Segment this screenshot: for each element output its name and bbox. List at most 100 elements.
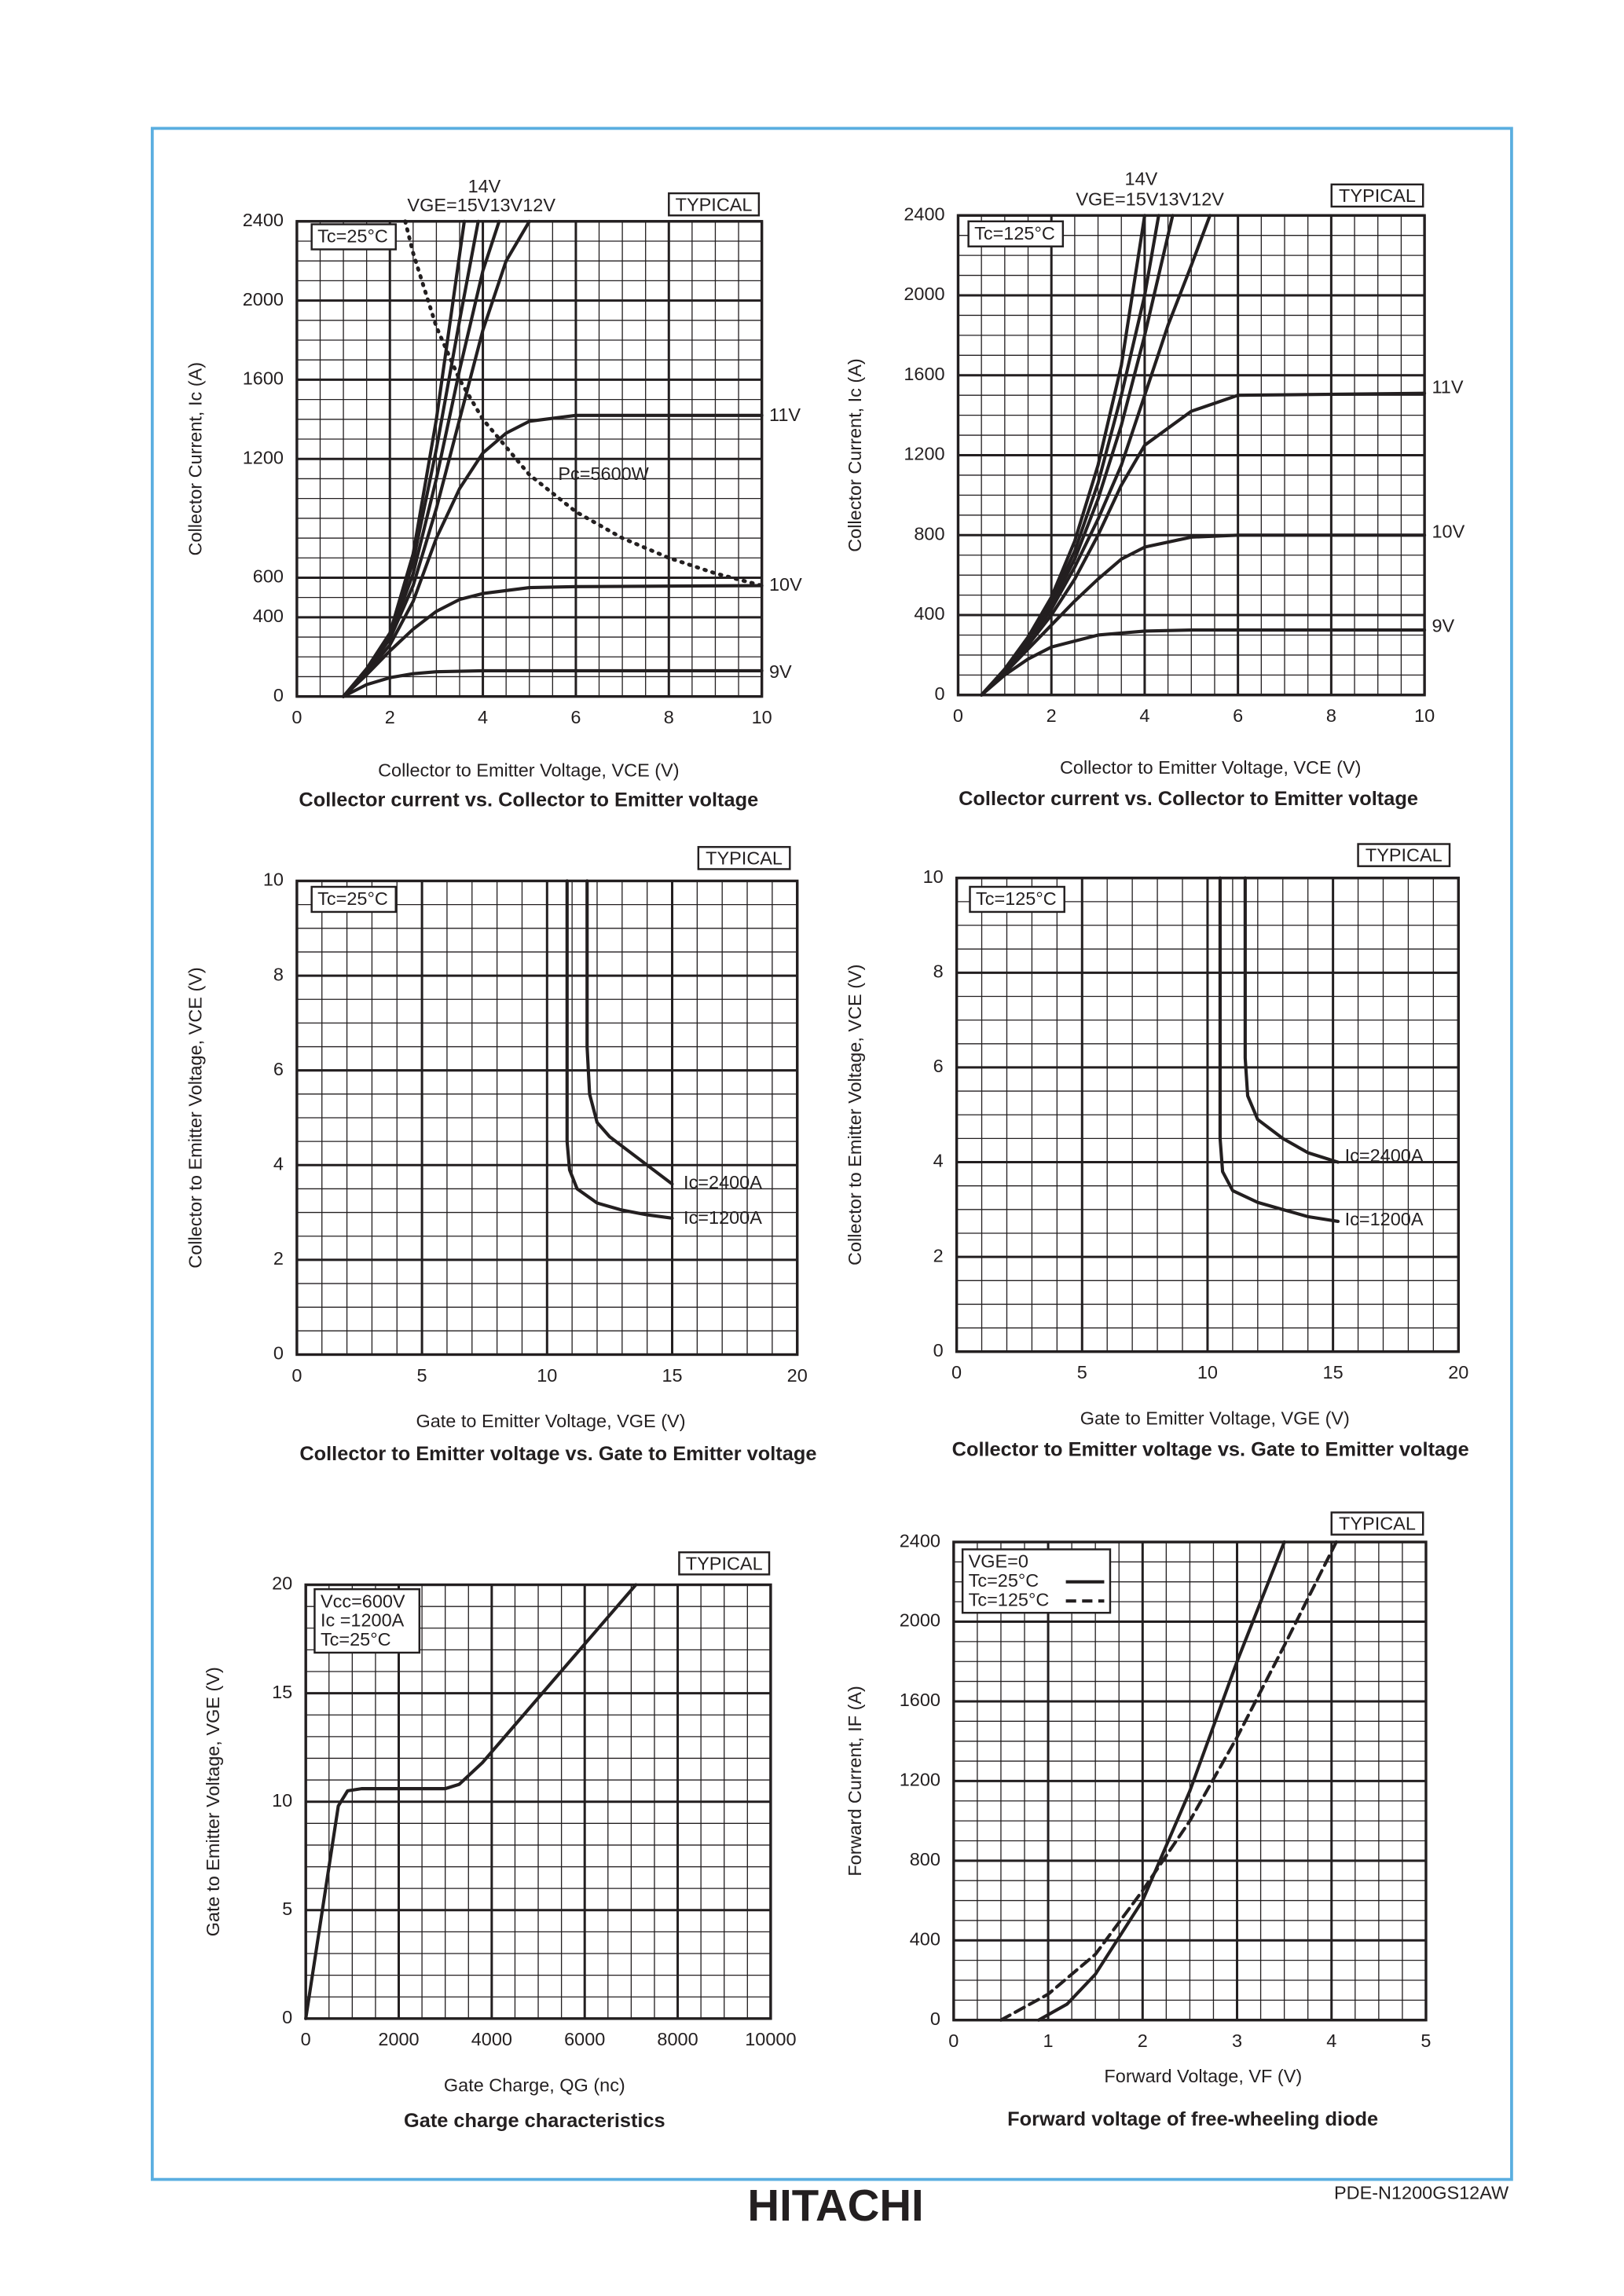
x-tick-label: 10000 (745, 2029, 796, 2049)
curve-label: Ic=2400A (1345, 1145, 1424, 1166)
curve (341, 584, 764, 698)
curve (1243, 876, 1340, 1164)
x-tick-label: 0 (301, 2029, 311, 2049)
condition: Vcc=600V (321, 1591, 405, 1611)
y-tick-label: 1600 (904, 364, 944, 384)
condition: Tc=25°C (317, 888, 388, 909)
badge-box (1357, 843, 1451, 867)
x-tick-label: 4 (1139, 705, 1149, 726)
y-tick-label: 4 (273, 1153, 284, 1174)
y-axis-label: Collector Current, Ic (A) (845, 358, 865, 551)
y-tick-label: 8 (933, 961, 944, 982)
y-tick-label: 10 (263, 870, 284, 890)
y-tick-label: 400 (253, 606, 284, 626)
x-axis-label: Gate to Emitter Voltage, VGE (V) (1080, 1408, 1350, 1428)
x-tick-label: 4 (478, 707, 488, 727)
plot-frame (956, 214, 1426, 697)
legend-label: Tc=25°C (969, 1570, 1039, 1591)
x-tick-label: 0 (948, 2031, 959, 2051)
legend-label: Tc=125°C (969, 1589, 1050, 1609)
brand: HITACHI (747, 2181, 923, 2230)
condition: Tc=25°C (317, 226, 388, 247)
y-tick-label: 1200 (243, 447, 284, 467)
y-tick-label: 5 (282, 1899, 292, 1919)
annotation: 14V (1125, 168, 1158, 189)
chart-title: Collector current vs. Collector to Emitt… (959, 788, 1418, 810)
x-tick-label: 2 (1047, 705, 1057, 726)
curve-label: 9V (1432, 616, 1454, 636)
badge: TYPICAL (1339, 1514, 1416, 1534)
badge-box (678, 1551, 771, 1576)
annotation: VGE=15V13V12V (1076, 189, 1224, 210)
x-tick-label: 10 (752, 707, 772, 727)
y-tick-label: 600 (253, 566, 284, 587)
condition: Tc=125°C (976, 888, 1057, 909)
condition: VGE=0 (969, 1551, 1028, 1572)
badge-box (1330, 183, 1424, 208)
curve-label: 11V (1432, 376, 1463, 397)
conditions-box (967, 220, 1065, 247)
x-axis-label: Collector to Emitter Voltage, VCE (V) (378, 760, 679, 781)
x-tick-label: 10 (1414, 705, 1435, 726)
x-tick-label: 1 (1043, 2031, 1054, 2051)
curve-label: 10V (1432, 521, 1465, 541)
y-tick-label: 2400 (904, 203, 944, 224)
y-axis-label: Collector to Emitter Voltage, VCE (V) (185, 967, 205, 1268)
x-axis-label: Collector to Emitter Voltage, VCE (V) (1060, 757, 1361, 778)
y-axis-label: Gate to Emitter Voltage, VGE (V) (203, 1667, 223, 1936)
x-tick-label: 4 (1326, 2031, 1336, 2051)
y-tick-label: 400 (914, 603, 944, 624)
curve (585, 879, 674, 1186)
doc-code: PDE-N1200GS12AW (1334, 2183, 1509, 2203)
x-tick-label: 2000 (378, 2029, 419, 2049)
y-tick-label: 20 (272, 1573, 292, 1594)
x-tick-label: 10 (1197, 1362, 1218, 1382)
y-tick-label: 1600 (900, 1690, 940, 1710)
y-tick-label: 2000 (900, 1610, 940, 1631)
y-axis-label: Forward Current, IF (A) (845, 1686, 865, 1877)
y-tick-label: 0 (273, 1343, 284, 1364)
curve (980, 214, 1146, 697)
x-tick-label: 5 (1077, 1362, 1087, 1382)
curve-label: Ic=1200A (1345, 1209, 1424, 1229)
chart-title: Collector to Emitter voltage vs. Gate to… (952, 1438, 1469, 1460)
badge-box (697, 846, 791, 870)
conditions-box (310, 885, 397, 914)
y-tick-label: 0 (273, 685, 284, 705)
y-tick-label: 400 (910, 1928, 940, 1949)
y-tick-label: 1600 (243, 368, 284, 389)
x-tick-label: 15 (1323, 1362, 1344, 1382)
badge-box (668, 192, 761, 217)
curve (565, 879, 674, 1220)
x-tick-label: 8000 (657, 2029, 698, 2049)
y-tick-label: 2 (933, 1245, 944, 1265)
y-axis-label: Collector Current, Ic (A) (185, 362, 205, 555)
x-tick-label: 0 (953, 705, 963, 726)
badge: TYPICAL (1366, 845, 1443, 866)
condition: Ic =1200A (321, 1610, 405, 1631)
badge: TYPICAL (686, 1553, 763, 1573)
curve (980, 533, 1427, 697)
x-axis-label: Gate Charge, QG (nc) (444, 2074, 625, 2095)
x-tick-label: 6 (570, 707, 581, 727)
y-tick-label: 1200 (904, 444, 944, 464)
y-tick-label: 1200 (900, 1770, 940, 1790)
curve (341, 219, 466, 698)
x-tick-label: 8 (1326, 705, 1336, 726)
x-tick-label: 6000 (564, 2029, 605, 2049)
x-tick-label: 5 (1421, 2031, 1431, 2051)
condition: Tc=25°C (321, 1629, 391, 1650)
y-axis-label: Collector to Emitter Voltage, VCE (V) (845, 964, 865, 1265)
y-tick-label: 6 (933, 1056, 944, 1076)
y-tick-label: 4 (933, 1151, 944, 1171)
badge-box (1330, 1511, 1424, 1536)
y-tick-label: 2400 (900, 1530, 940, 1551)
x-tick-label: 2 (1138, 2031, 1148, 2051)
y-tick-label: 0 (935, 683, 945, 704)
conditions-box (969, 885, 1065, 914)
curve (341, 668, 764, 698)
curve (999, 1540, 1338, 2022)
y-tick-label: 0 (930, 2009, 940, 2029)
conditions-box (313, 1587, 421, 1654)
